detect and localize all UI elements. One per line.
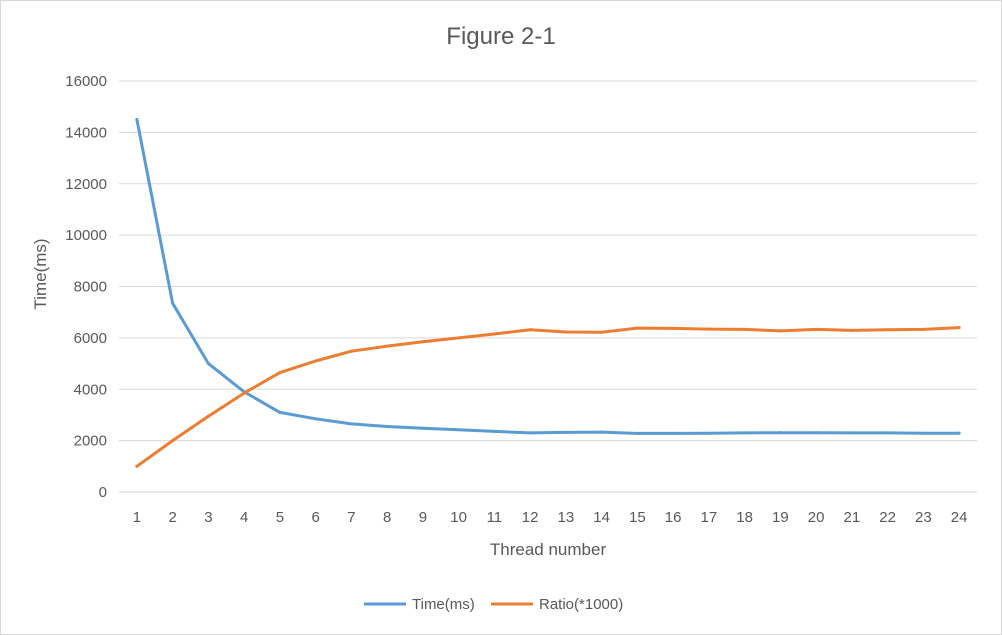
data-point	[671, 431, 675, 435]
data-point	[886, 328, 890, 332]
y-tick-label: 16000	[65, 73, 107, 90]
data-point	[600, 430, 604, 434]
x-tick-label: 6	[311, 509, 319, 526]
x-tick-label: 7	[347, 509, 355, 526]
data-point	[314, 417, 318, 421]
x-tick-label: 21	[844, 509, 861, 526]
data-point	[635, 326, 639, 330]
data-point	[707, 431, 711, 435]
data-point	[814, 431, 818, 435]
data-point	[457, 428, 461, 432]
legend: Time(ms) Ratio(*1000)	[364, 596, 623, 613]
x-tick-label: 17	[701, 509, 718, 526]
data-point	[564, 430, 568, 434]
x-tick-label: 10	[450, 509, 467, 526]
data-point	[349, 349, 353, 353]
data-point	[743, 431, 747, 435]
data-point	[564, 330, 568, 334]
data-point	[385, 344, 389, 348]
data-point	[421, 340, 425, 344]
data-point	[206, 414, 210, 418]
data-point	[457, 336, 461, 340]
data-point	[421, 426, 425, 430]
y-tick-label: 2000	[74, 433, 107, 450]
y-axis-title: Time(ms)	[31, 238, 50, 309]
series-lines	[135, 118, 961, 468]
data-point	[528, 431, 532, 435]
data-point	[921, 431, 925, 435]
data-point	[707, 327, 711, 331]
x-tick-label: 20	[808, 509, 825, 526]
data-point	[635, 431, 639, 435]
legend-label: Ratio(*1000)	[539, 596, 623, 613]
x-tick-label: 1	[133, 509, 141, 526]
data-point	[171, 301, 175, 305]
data-point	[278, 371, 282, 375]
y-tick-label: 8000	[74, 279, 107, 296]
data-point	[921, 327, 925, 331]
data-point	[850, 431, 854, 435]
gridlines	[119, 80, 977, 493]
series-line-1	[135, 326, 961, 468]
data-point	[206, 362, 210, 366]
data-point	[135, 118, 139, 122]
data-point	[492, 332, 496, 336]
x-tick-label: 3	[204, 509, 212, 526]
data-point	[957, 326, 961, 330]
x-tick-label: 22	[879, 509, 896, 526]
x-tick-label: 18	[736, 509, 753, 526]
x-tick-label: 19	[772, 509, 789, 526]
x-tick-label: 15	[629, 509, 646, 526]
data-point	[743, 327, 747, 331]
series-line-0	[135, 118, 961, 435]
y-axis-ticks: 0 2000 4000 6000 8000 10000 12000 14000 16000	[65, 73, 107, 501]
x-tick-label: 5	[276, 509, 284, 526]
data-point	[314, 359, 318, 363]
x-tick-label: 2	[168, 509, 176, 526]
x-tick-label: 13	[558, 509, 575, 526]
chart-title: Figure 2-1	[446, 23, 555, 50]
y-tick-label: 4000	[74, 381, 107, 398]
data-point	[492, 429, 496, 433]
legend-label: Time(ms)	[412, 596, 475, 613]
data-point	[671, 326, 675, 330]
x-tick-label: 24	[951, 509, 968, 526]
x-tick-label: 11	[487, 509, 503, 526]
data-point	[957, 431, 961, 435]
data-point	[886, 431, 890, 435]
data-point	[850, 328, 854, 332]
y-tick-label: 14000	[65, 124, 107, 141]
data-point	[778, 431, 782, 435]
x-tick-label: 8	[383, 509, 391, 526]
data-point	[385, 424, 389, 428]
x-tick-label: 23	[915, 509, 932, 526]
y-tick-label: 10000	[65, 227, 107, 244]
data-point	[600, 330, 604, 334]
data-point	[528, 328, 532, 332]
x-tick-label: 9	[419, 509, 427, 526]
y-tick-label: 12000	[65, 176, 107, 193]
y-tick-label: 6000	[74, 330, 107, 347]
y-tick-label: 0	[99, 484, 107, 501]
x-axis-ticks: 1 2 3 4 5 6 7 8 9 10 11 12 13 14 15 16 17 18 19 20 21 22 23 24	[133, 509, 968, 526]
data-point	[349, 422, 353, 426]
data-point	[171, 439, 175, 443]
data-point	[278, 410, 282, 414]
x-tick-label: 16	[665, 509, 682, 526]
data-point	[242, 391, 246, 395]
data-point	[778, 329, 782, 333]
x-tick-label: 14	[593, 509, 610, 526]
x-tick-label: 12	[522, 509, 539, 526]
x-tick-label: 4	[240, 509, 248, 526]
data-point	[135, 464, 139, 468]
data-point	[814, 327, 818, 331]
x-axis-title: Thread number	[490, 540, 607, 559]
